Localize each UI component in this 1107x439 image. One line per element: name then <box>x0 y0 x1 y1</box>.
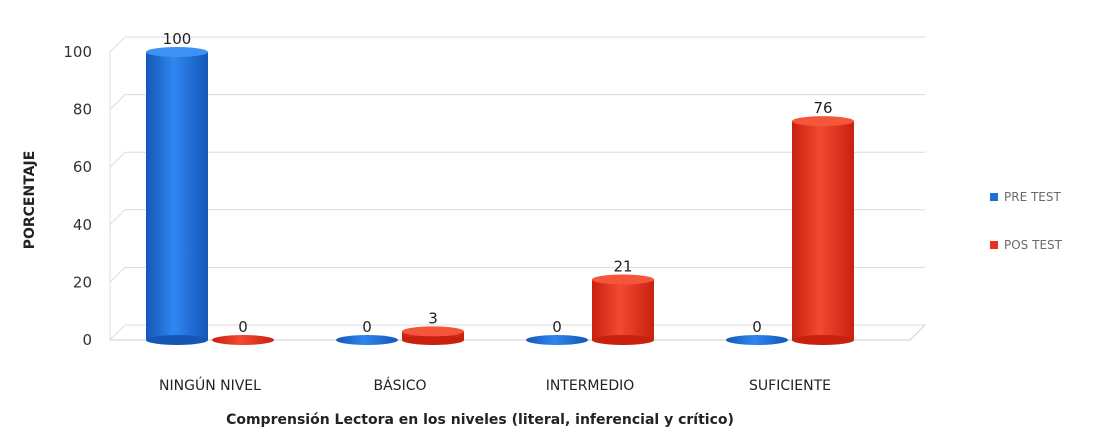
bar-top-pos-test-b-sico <box>402 326 464 337</box>
bar-pos-test-ning-n-nivel <box>212 335 274 345</box>
bar-top-pre-test-b-sico <box>336 335 398 345</box>
bar-top-pos-test-intermedio <box>592 274 654 285</box>
y-tick-label-0: 0 <box>82 331 92 349</box>
bar-top-pre-test-suficiente <box>726 335 788 345</box>
gridline-diag-20 <box>109 267 126 283</box>
y-tick-label-80: 80 <box>73 101 92 119</box>
data-label-pre-test-ning-n-nivel: 100 <box>163 30 192 48</box>
data-label-pos-test-b-sico: 3 <box>428 309 438 327</box>
bar-pre-test-intermedio <box>526 335 588 345</box>
bar-body-pre-test-ning-n-nivel <box>146 52 208 340</box>
gridline-diag-80 <box>109 94 126 110</box>
bar-base-pos-test-suficiente <box>792 335 854 345</box>
x-tick-label-b-sico: BÁSICO <box>374 377 427 394</box>
legend-swatch-pre-test <box>990 193 998 201</box>
gridline-diag-100 <box>109 36 126 53</box>
data-label-pre-test-intermedio: 0 <box>552 318 562 336</box>
bar-base-pos-test-b-sico <box>402 335 464 345</box>
x-tick-label-suficiente: SUFICIENTE <box>749 378 831 394</box>
legend-label-pre-test: PRE TEST <box>1004 190 1061 204</box>
bar-body-pos-test-intermedio <box>592 279 654 340</box>
x-tick-label-ning-n-nivel: NINGÚN NIVEL <box>159 376 261 394</box>
legend-item-pre-test: PRE TEST <box>990 190 1062 204</box>
data-label-pos-test-intermedio: 21 <box>613 258 632 276</box>
gridline-diag-60 <box>109 151 126 168</box>
bar-top-pos-test-suficiente <box>792 116 854 127</box>
legend: PRE TEST POS TEST <box>990 190 1062 286</box>
y-tick-label-100: 100 <box>63 43 92 61</box>
bar-pre-test-b-sico <box>336 335 398 345</box>
data-label-pre-test-suficiente: 0 <box>752 318 762 336</box>
bar-pre-test-suficiente <box>726 335 788 345</box>
legend-swatch-pos-test <box>990 241 998 249</box>
legend-item-pos-test: POS TEST <box>990 238 1062 252</box>
labels: 0 20 40 60 80 100 100 0 NINGÚN NIVEL 0 3 BÁSICO 0 21 I… <box>22 30 833 428</box>
floor-right-edge <box>909 324 926 341</box>
bar-body-pos-test-suficiente <box>792 121 854 341</box>
bar-pos-test-intermedio <box>592 274 654 345</box>
data-label-pos-test-ning-n-nivel: 0 <box>238 318 248 336</box>
gridline-diag-40 <box>109 209 126 226</box>
y-tick-label-40: 40 <box>73 216 92 234</box>
data-label-pre-test-b-sico: 0 <box>362 318 372 336</box>
y-axis-title: PORCENTAJE <box>22 151 38 250</box>
gridline-diag-0 <box>109 324 126 341</box>
bar-top-pre-test-ning-n-nivel <box>146 47 208 57</box>
y-tick-label-60: 60 <box>73 158 92 176</box>
legend-label-pos-test: POS TEST <box>1004 238 1062 252</box>
bar-top-pos-test-ning-n-nivel <box>212 335 274 345</box>
bars <box>146 47 854 345</box>
x-tick-label-intermedio: INTERMEDIO <box>546 378 635 394</box>
bar-base-pre-test-ning-n-nivel <box>146 335 208 345</box>
bar-pre-test-ning-n-nivel <box>146 47 208 345</box>
bar-pos-test-suficiente <box>792 116 854 345</box>
bar-pos-test-b-sico <box>402 326 464 345</box>
y-tick-label-20: 20 <box>73 273 92 291</box>
x-axis-title: Comprensión Lectora en los niveles (lite… <box>226 412 734 428</box>
data-label-pos-test-suficiente: 76 <box>813 99 832 117</box>
bar-base-pos-test-intermedio <box>592 335 654 345</box>
bar-top-pre-test-intermedio <box>526 335 588 345</box>
